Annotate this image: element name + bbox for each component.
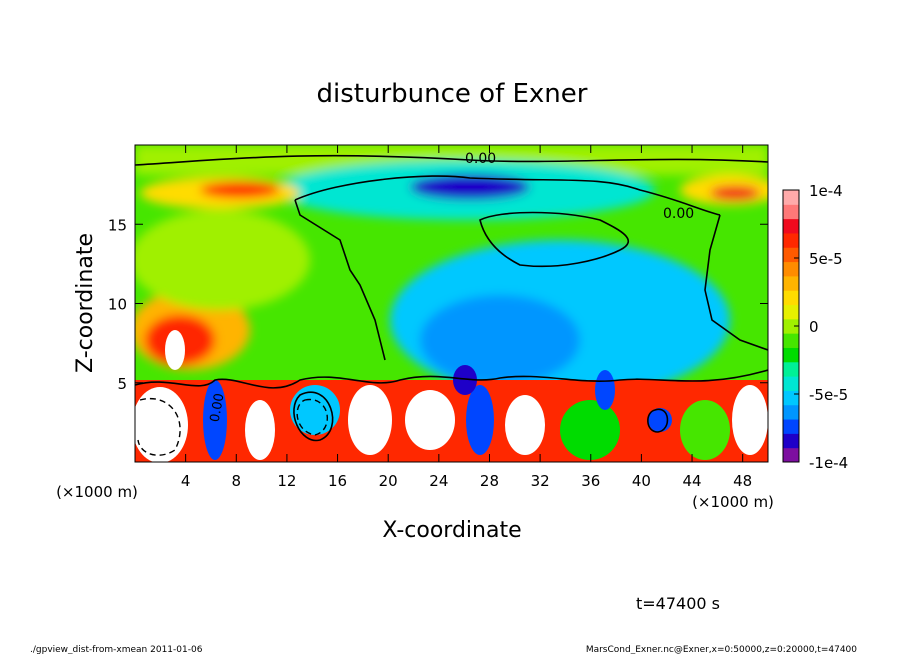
x-tick-label: 4 (181, 472, 191, 490)
colorbar-swatch (783, 232, 799, 248)
y-tick-label: 10 (108, 296, 127, 314)
colorbar-swatch (783, 247, 799, 263)
contour-lines (135, 154, 768, 442)
field-yellowgreen-band (135, 210, 310, 310)
x-tick-label: 40 (632, 472, 651, 490)
x-tick-label: 20 (379, 472, 398, 490)
colorbar-swatch (783, 261, 799, 277)
field-blue-mid (420, 295, 580, 385)
blob-blue-4 (453, 365, 477, 395)
x-tick-label: 8 (232, 472, 242, 490)
colorbar-tick-label: -1e-4 (809, 454, 848, 472)
contour-label-2: 0.00 (208, 392, 228, 423)
blob-cyan-1 (290, 385, 340, 435)
x-tick-label: 24 (429, 472, 448, 490)
colorbar: 1e-4 5e-5 0 -5e-5 -1e-4 (782, 182, 848, 472)
colorbar-tick-label: 1e-4 (809, 182, 843, 200)
contour-label-1: 0.00 (663, 206, 694, 222)
contour-bottom (135, 369, 768, 389)
colorbar-swatch (783, 447, 799, 463)
x-tick-label: 28 (480, 472, 499, 490)
colorbar-swatch (783, 347, 799, 363)
zero-contour-main (294, 175, 768, 361)
x-tick-label: 32 (531, 472, 550, 490)
x-tick-label: 16 (328, 472, 347, 490)
negative-contours (137, 397, 329, 456)
y-tick-label: 5 (117, 375, 127, 393)
plot-area: 0.00 0.00 0.00 (135, 145, 768, 462)
footer-left: ./gpview_dist-from-xmean 2011-01-06 (30, 645, 203, 654)
neg-contour-2 (296, 398, 329, 436)
colorbar-swatches (783, 190, 799, 463)
blob-blue-1 (203, 380, 227, 460)
contour-blob-1 (293, 391, 334, 442)
colorbar-swatch (783, 318, 799, 334)
heatmap-field (135, 145, 768, 400)
colorbar-swatch (783, 419, 799, 434)
blob-white-4 (405, 390, 455, 450)
blob-white-6 (732, 385, 768, 455)
boundary-layer (135, 330, 768, 462)
time-label: t=47400 s (636, 594, 720, 613)
y-axis: 5 10 15 (108, 216, 768, 393)
colorbar-tick-label: -5e-5 (809, 386, 848, 404)
blob-blue-5 (595, 370, 615, 410)
x-axis: 4 8 12 16 20 24 28 32 36 40 44 48 (181, 145, 752, 490)
footer-right: MarsCond_Exner.nc@Exner,x=0:50000,z=0:20… (586, 645, 857, 654)
contour-label-0: 0.00 (465, 151, 496, 167)
colorbar-swatch (783, 433, 799, 449)
blob-white-5 (505, 395, 545, 455)
colorbar-swatch (783, 361, 799, 377)
zero-contour-top (135, 154, 768, 166)
x-tick-label: 44 (682, 472, 701, 490)
chart-title: disturbunce of Exner (317, 79, 588, 109)
colorbar-tick-label: 5e-5 (809, 250, 843, 268)
contour-islands (479, 211, 629, 268)
x-axis-label: X-coordinate (382, 518, 521, 543)
neg-contour-1 (137, 397, 181, 456)
x-tick-label: 48 (733, 472, 752, 490)
blob-white-2 (245, 400, 275, 460)
y-axis-label: Z-coordinate (73, 233, 98, 373)
colorbar-swatch (783, 304, 799, 320)
blob-blue-2 (466, 385, 494, 455)
colorbar-swatch (783, 404, 799, 420)
field-blue-core (410, 174, 530, 200)
colorbar-swatch (783, 204, 799, 220)
colorbar-swatch (783, 190, 799, 205)
blob-white-3 (348, 385, 392, 455)
x-tick-label: 12 (277, 472, 296, 490)
colorbar-swatch (783, 376, 799, 391)
colorbar-swatch (783, 275, 799, 291)
colorbar-swatch (783, 218, 799, 234)
x-tick-label: 36 (581, 472, 600, 490)
colorbar-swatch (783, 390, 799, 406)
y-unit-label: (×1000 m) (56, 483, 138, 501)
blob-green-2 (680, 400, 730, 460)
blob-white-1 (135, 387, 188, 462)
contour-blob-2 (647, 408, 669, 433)
blob-green-1 (560, 400, 620, 460)
colorbar-tick-label: 0 (809, 318, 819, 336)
field-red-left-top (200, 182, 280, 198)
colorbar-swatch (783, 333, 799, 348)
x-unit-label: (×1000 m) (692, 493, 774, 511)
colorbar-swatch (783, 290, 799, 306)
field-red-right-top (710, 186, 760, 200)
y-tick-label: 15 (108, 216, 127, 234)
blob-white-7 (165, 330, 185, 370)
colorbar-ticks: 1e-4 5e-5 0 -5e-5 -1e-4 (794, 182, 848, 472)
